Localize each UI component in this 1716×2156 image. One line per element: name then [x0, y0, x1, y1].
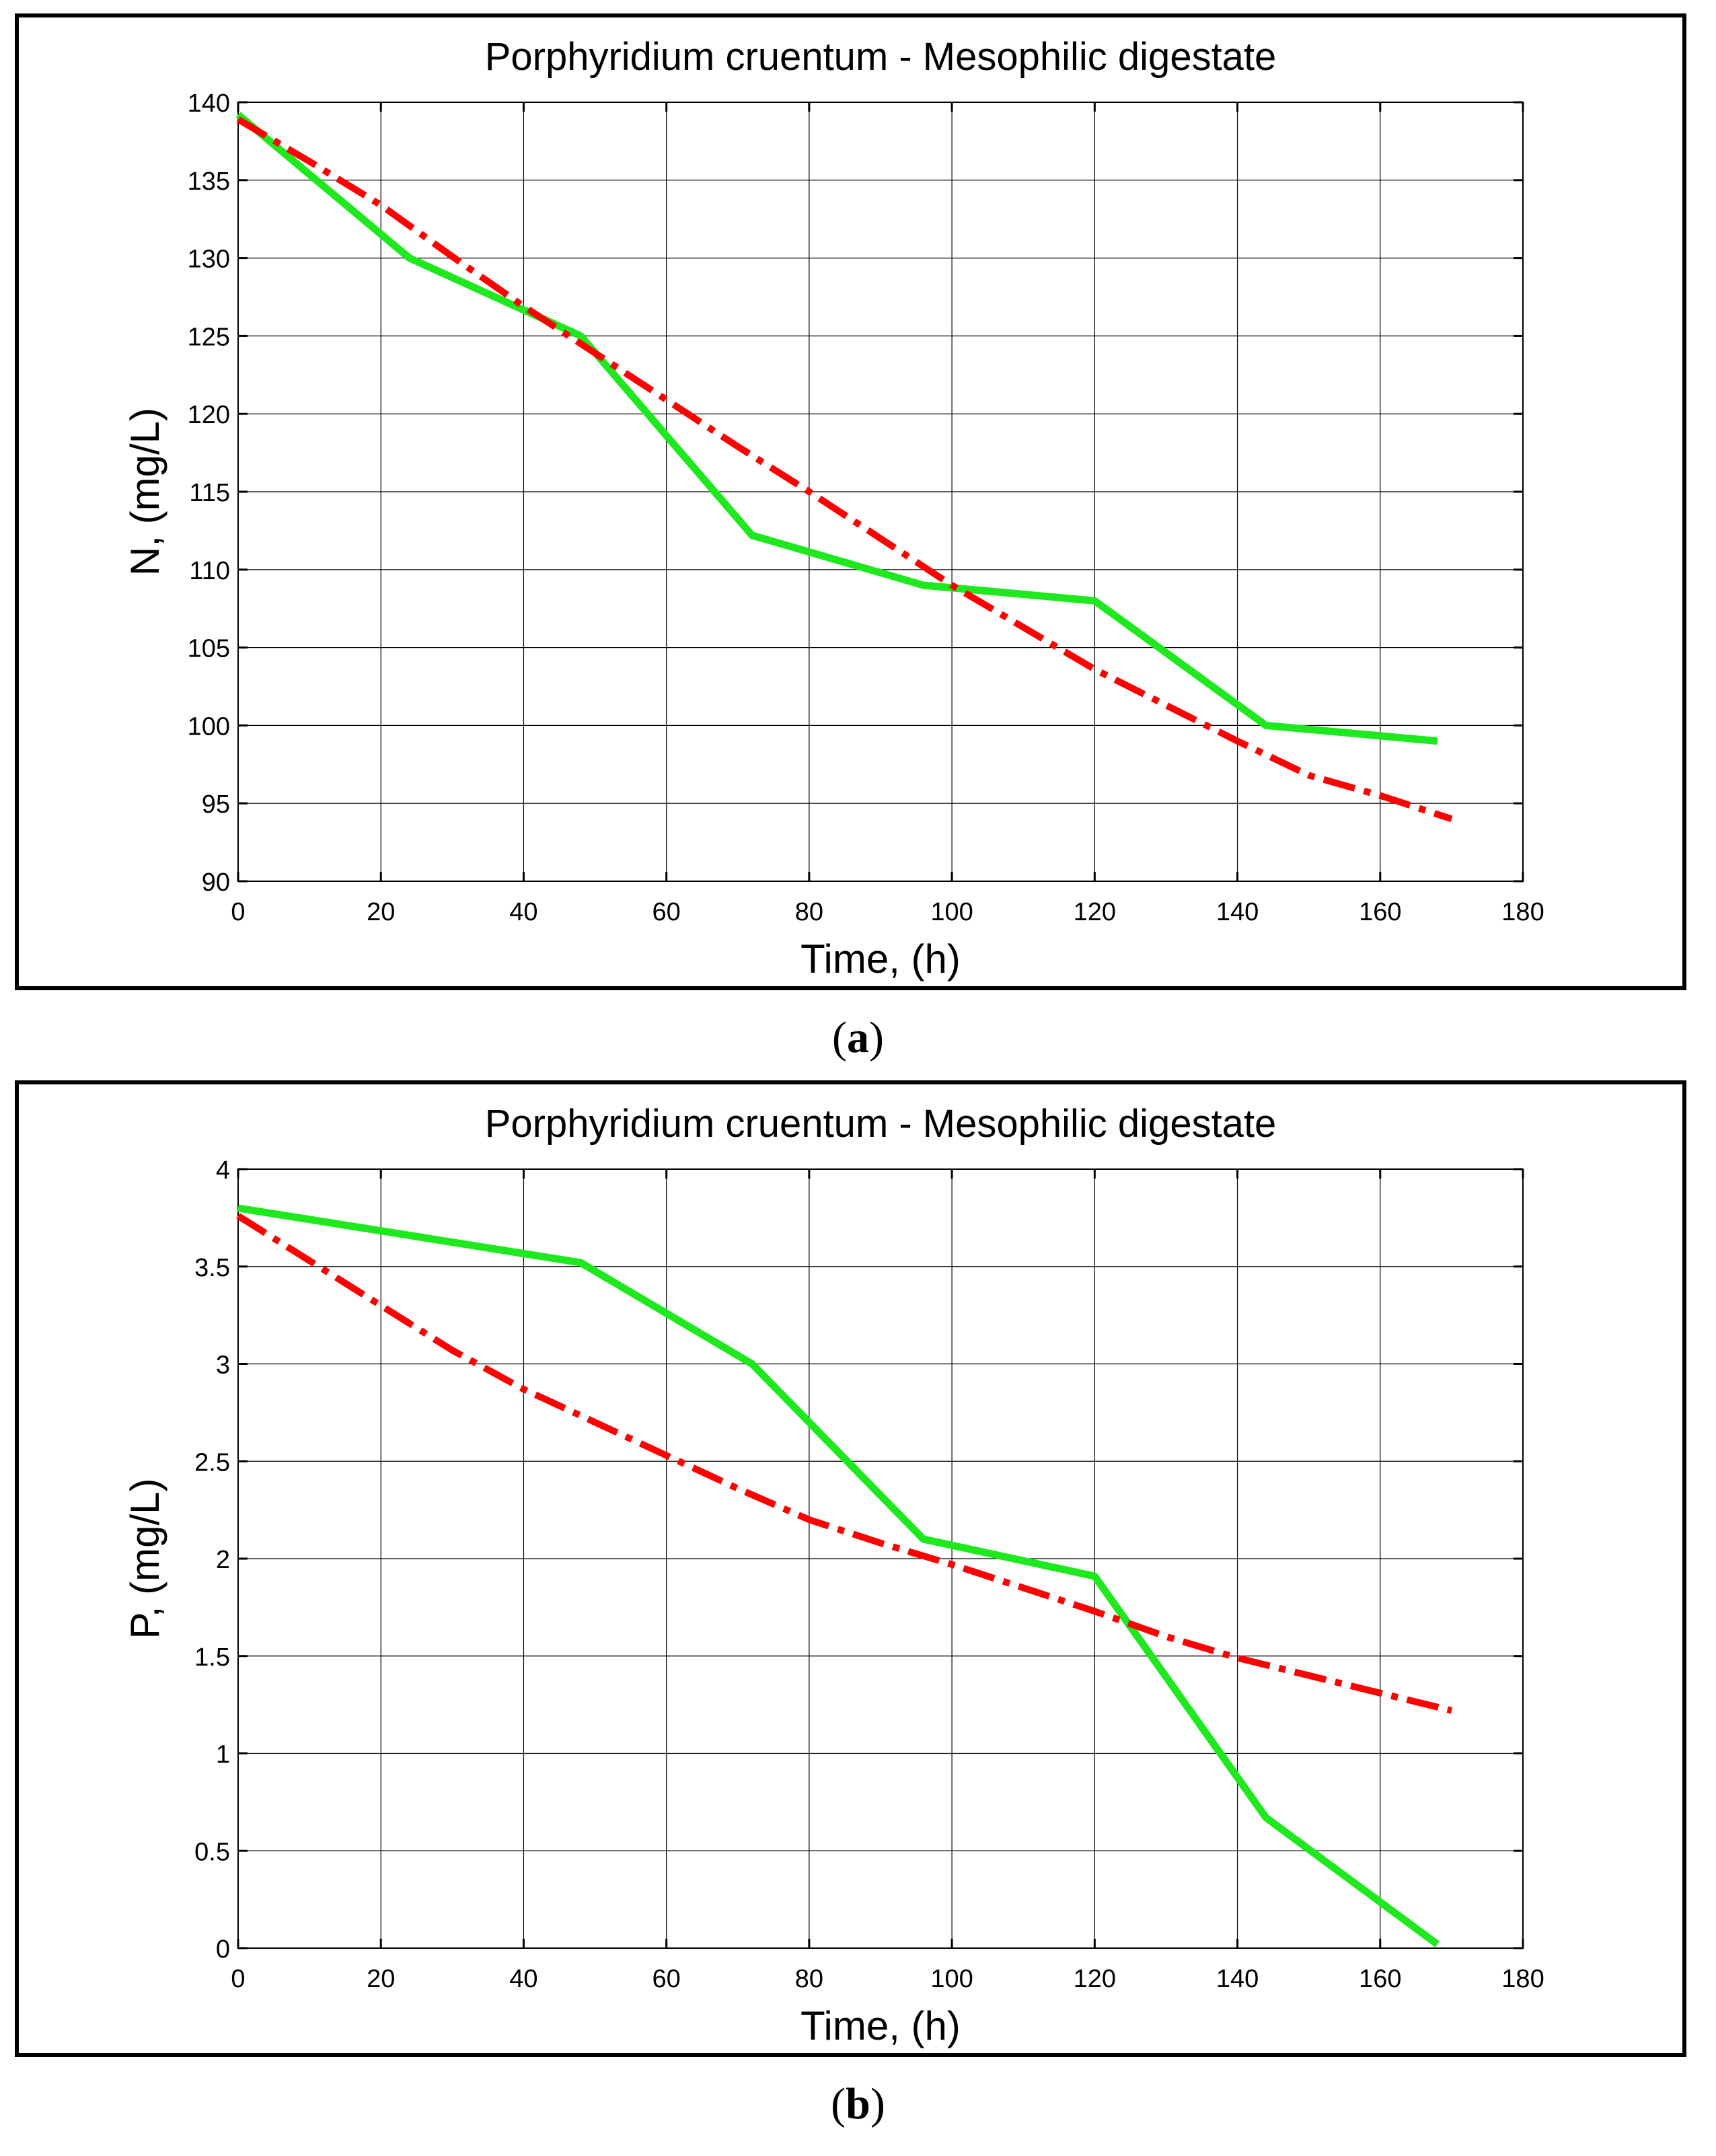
chart-b-title: Porphyridium cruentum - Mesophilic diges… [485, 1102, 1277, 1146]
chart-b-xtick-label: 80 [795, 1965, 823, 1993]
chart-a-title: Porphyridium cruentum - Mesophilic diges… [485, 35, 1277, 79]
chart-b-canvas: 0 20 40 60 80 100 120 140 160 180 0 0.5 1 1.5 2 2.5 3 3.5… [122, 1102, 1544, 2048]
chart-a-ytick-label: 140 [188, 89, 230, 118]
chart-a-ytick-label: 115 [189, 479, 230, 507]
chart-a-xtick-label: 180 [1501, 898, 1544, 926]
chart-a-ytick-label: 120 [188, 401, 230, 429]
caption-a: (a) [0, 1012, 1716, 1064]
chart-b-xtick-label: 0 [231, 1965, 245, 1993]
chart-a-ytick-label: 90 [202, 868, 230, 897]
chart-b-ytick-label: 2.5 [194, 1448, 230, 1477]
chart-b-ytick-label: 2 [216, 1546, 230, 1574]
chart-b-ytick-label: 0 [216, 1935, 230, 1964]
chart-panel-a: 0 20 40 60 80 100 120 140 160 180 90 95 100 105 110 115… [15, 13, 1686, 990]
chart-b-xtick-label: 20 [367, 1965, 395, 1993]
caption-a-letter: a [847, 1013, 869, 1062]
chart-a-ylabel: N, (mg/L) [122, 408, 167, 576]
chart-b-xtick-label: 140 [1216, 1965, 1259, 1993]
chart-a-xtick-label: 40 [509, 898, 537, 926]
chart-b-ytick-label: 1.5 [194, 1643, 230, 1672]
chart-a-xtick-label: 120 [1074, 898, 1116, 926]
chart-b-xlabel: Time, (h) [800, 2003, 961, 2048]
caption-a-open: ( [832, 1013, 847, 1062]
chart-a-ytick-label: 110 [189, 557, 230, 585]
chart-a-xlabel: Time, (h) [800, 936, 961, 981]
chart-panel-b: 0 20 40 60 80 100 120 140 160 180 0 0.5 1 1.5 2 2.5 3 3.5… [15, 1080, 1686, 2057]
caption-b-close: ) [870, 2079, 885, 2128]
chart-b-ytick-label: 4 [216, 1156, 230, 1185]
chart-b-series-experimental [237, 1204, 1440, 1947]
chart-a-xtick-label: 0 [231, 898, 245, 926]
chart-a-xtick-label: 80 [795, 898, 823, 926]
chart-b-xtick-label: 40 [509, 1965, 537, 1993]
chart-b-ytick-label: 3.5 [194, 1254, 230, 1282]
chart-b-xtick-label: 160 [1359, 1965, 1401, 1993]
chart-a-canvas: 0 20 40 60 80 100 120 140 160 180 90 95 100 105 110 115… [122, 35, 1544, 981]
caption-b-letter: b [846, 2079, 870, 2128]
chart-b-xtick-label: 180 [1501, 1965, 1544, 1993]
chart-b-ylabel: P, (mg/L) [122, 1479, 167, 1639]
chart-a-series-experimental [235, 112, 1438, 745]
chart-a-ytick-label: 125 [188, 323, 230, 351]
chart-a-ytick-label: 105 [188, 635, 230, 663]
chart-a-xtick-label: 160 [1359, 898, 1401, 926]
caption-b-open: ( [831, 2079, 846, 2128]
chart-b-ytick-label: 1 [216, 1741, 230, 1769]
chart-b-xtick-label: 120 [1074, 1965, 1116, 1993]
chart-a-xtick-label: 20 [367, 898, 395, 926]
caption-a-close: ) [869, 1013, 884, 1062]
chart-a-ytick-label: 100 [188, 712, 230, 741]
chart-a-ytick-label: 135 [188, 168, 230, 196]
chart-a-series-model [236, 116, 1453, 823]
chart-a-xtick-label: 60 [652, 898, 681, 926]
chart-a-xtick-label: 100 [930, 898, 973, 926]
chart-b-ytick-label: 0.5 [194, 1838, 230, 1866]
caption-b: (b) [0, 2079, 1716, 2130]
chart-b-xtick-label: 60 [652, 1965, 681, 1993]
chart-a-xtick-label: 140 [1216, 898, 1259, 926]
chart-b-series-model [236, 1213, 1453, 1714]
chart-b-ytick-label: 3 [216, 1351, 230, 1380]
chart-b-xtick-label: 100 [930, 1965, 973, 1993]
chart-a-ytick-label: 95 [202, 790, 230, 819]
chart-a-ytick-label: 130 [188, 246, 230, 274]
